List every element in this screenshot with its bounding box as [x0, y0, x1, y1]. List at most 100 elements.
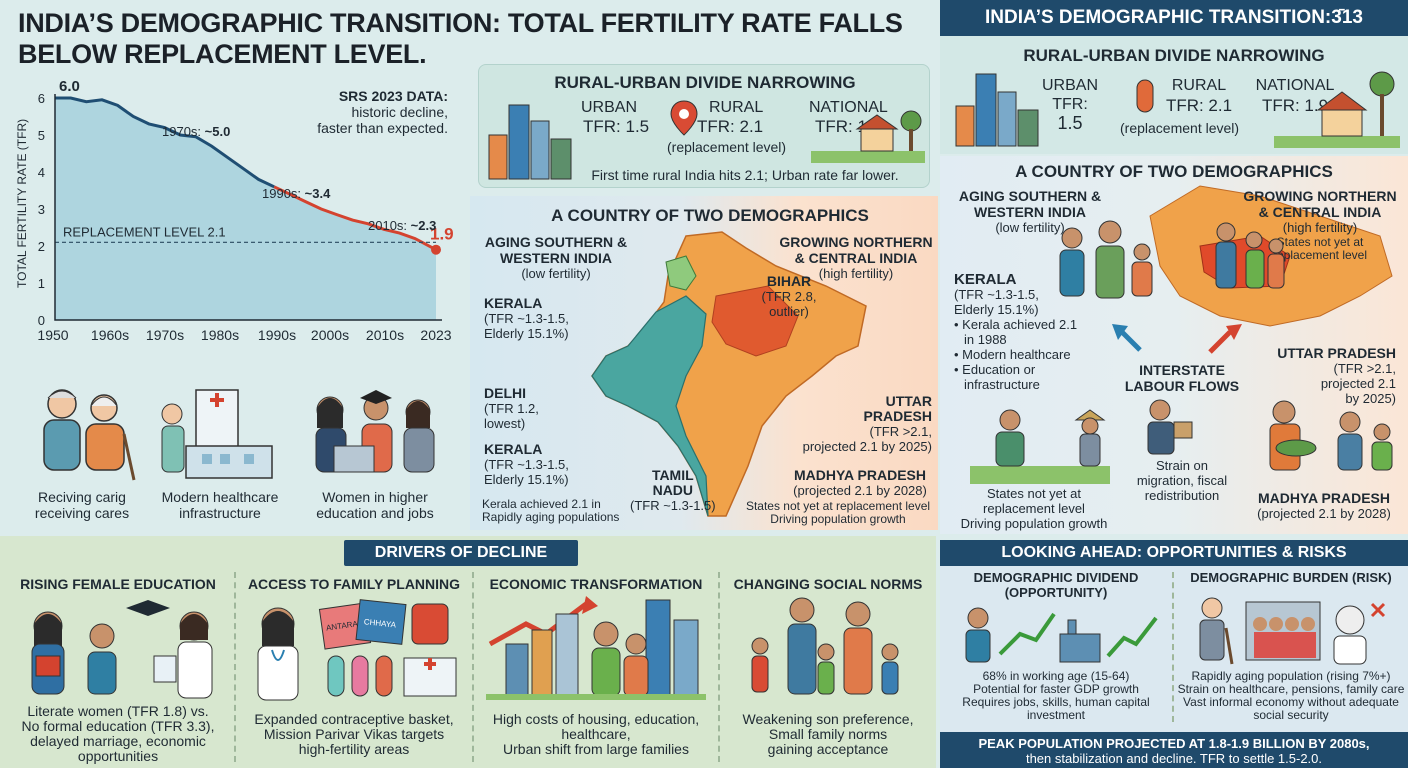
ru-title: RURAL-URBAN DIVIDE NARROWING: [554, 73, 856, 92]
state-name: UTTAR: [885, 393, 932, 409]
north-title-line: & CENTRAL INDIA: [1258, 204, 1382, 220]
note-line: Driving population growth: [960, 516, 1108, 531]
state-detail: (projected 2.1 by 2028): [793, 483, 927, 498]
dividend-line: Potential for faster GDP growth: [973, 682, 1139, 696]
drivers-section: RISING FEMALE EDUCATION Literate women (…: [0, 536, 936, 768]
tfr-line-early: [55, 96, 275, 189]
urban-tfr: TFR: 1.5: [583, 117, 650, 136]
worker-icon: [1147, 399, 1193, 455]
state-detail: lowest): [484, 416, 526, 431]
y-tick-label: 0: [38, 313, 45, 328]
women-education-icon: [315, 390, 435, 473]
national-label: NATIONAL: [809, 99, 888, 116]
south-title-line: AGING SOUTHERN &: [484, 234, 628, 250]
state-name: DELHI: [484, 385, 526, 401]
caption-line: Modern healthcare: [161, 489, 279, 505]
right-south-title: AGING SOUTHERN & WESTERN INDIA (low fert…: [950, 188, 1110, 236]
right-rural: RURAL TFR: 2.1: [1124, 76, 1244, 116]
rural-label: RURAL: [709, 99, 764, 116]
right-up: UTTAR PRADESH (TFR >2.1, projected 2.1 b…: [1277, 346, 1397, 407]
peak-banner: PEAK POPULATION PROJECTED AT 1.8-1.9 BIL…: [940, 732, 1408, 768]
tfr-line-late: [273, 185, 437, 252]
education-icon: [31, 600, 213, 699]
bullet: • Modern healthcare: [954, 347, 1071, 362]
flow-arrows-icon: [1112, 324, 1242, 354]
note-line: States not yet at replacement level: [745, 499, 931, 513]
td-title: A COUNTRY OF TWO DEMOGRAPHICS: [551, 206, 869, 225]
north-title-line: GROWING NORTHERN: [779, 234, 933, 250]
replacement-label: REPLACEMENT LEVEL 2.1: [63, 224, 226, 239]
state-name: TAMIL: [651, 467, 694, 483]
south-title-line: WESTERN INDIA: [974, 204, 1086, 220]
driver-line: Literate women (TFR 1.8) vs.: [27, 703, 209, 719]
village-house-icon: [1274, 71, 1400, 148]
north-note: States not yet at: [1276, 235, 1364, 249]
x-tick-label: 1950: [37, 327, 68, 343]
state-name: UTTAR PRADESH: [1277, 345, 1396, 361]
bullet: • Kerala achieved 2.1: [954, 317, 1078, 332]
driver-text-social-norms: Weakening son preference, Small family n…: [720, 712, 936, 757]
driver-line: Small family norms: [768, 726, 888, 742]
urban-tfr: TFR:: [1052, 96, 1088, 113]
driver-title-family-planning: ACCESS TO FAMILY PLANNING: [247, 576, 461, 592]
right-rural-note: (replacement level): [1120, 120, 1240, 136]
state-detail: (TFR 2.8,: [761, 289, 817, 304]
start-value-label: 6.0: [59, 78, 80, 95]
peak-line2: then stabilization and decline. TFR to s…: [1025, 751, 1323, 766]
y-tick-label: 4: [38, 165, 45, 180]
caption-line: Women in higher: [322, 489, 428, 505]
up-label: UTTAR PRADESH (TFR >2.1, projected 2.1 b…: [802, 393, 932, 455]
kerala-label-2: KERALA (TFR ~1.3-1.5, Elderly 15.1%): [484, 442, 569, 488]
state-detail: (TFR >2.1,: [1333, 361, 1397, 376]
state-name: PRADESH: [863, 408, 932, 424]
srs-note: SRS 2023 DATA: historic decline, faster …: [258, 88, 448, 136]
location-pin-icon: [670, 100, 698, 136]
rural-tfr: TFR: 2.1: [1165, 96, 1233, 115]
burden-title: DEMOGRAPHIC BURDEN (RISK): [1190, 570, 1392, 585]
x-tick-label: 2023: [420, 327, 451, 343]
state-detail: projected 2.1 by 2025): [802, 439, 932, 454]
state-detail: (TFR ~1.3-1.5,: [954, 287, 1039, 302]
note-line: redistribution: [1144, 488, 1220, 503]
right-urban: URBAN TFR: 1.5: [1038, 76, 1102, 133]
driver-line: High costs of housing, education,: [492, 711, 700, 727]
x-tick-label: 2000s: [311, 327, 349, 343]
driver-line: healthcare,: [561, 726, 631, 742]
bullet: • Education or: [954, 362, 1036, 377]
driver-text-economic: High costs of housing, education, health…: [474, 712, 718, 757]
dividend-title: DEMOGRAPHIC DIVIDEND (OPPORTUNITY): [940, 570, 1172, 600]
labour-line: INTERSTATE: [1139, 362, 1225, 378]
national-label: NATIONAL: [1255, 77, 1335, 94]
delhi-label: DELHI (TFR 1.2, lowest): [484, 385, 539, 432]
note-line: migration, fiscal: [1136, 473, 1228, 488]
icon-card-women: Women in higher education and jobs: [300, 384, 450, 521]
right-two-demographics-panel: A COUNTRY OF TWO DEMOGRAPHICS AGING SOUT…: [940, 156, 1408, 534]
dividend-line: Requires jobs, skills, human capital: [962, 695, 1150, 709]
looking-ahead-header: LOOKING AHEAD: OPPORTUNITIES & RISKS: [940, 540, 1408, 566]
driver-line: opportunities: [77, 748, 159, 764]
y-tick-label: 2: [38, 239, 45, 254]
y-tick-label: 3: [38, 202, 45, 217]
x-tick-label: 2010s: [366, 327, 404, 343]
dividend-title-line: (OPPORTUNITY): [1004, 585, 1108, 600]
driver-title-education: RISING FEMALE EDUCATION: [20, 576, 216, 592]
state-name: MADHYA PRADESH: [1258, 490, 1390, 506]
mp-label: MADHYA PRADESH (projected 2.1 by 2028): [784, 468, 936, 499]
note-line: Driving population growth: [770, 512, 906, 526]
north-title-line: & CENTRAL INDIA: [794, 250, 918, 266]
fertility-chart: 0 1 2 3 4 5 6 1950 1960s 1970s 1980s 1990s 2000s 2010…: [15, 78, 454, 343]
state-detail: outlier): [769, 304, 809, 319]
north-title-line: GROWING NORTHERN: [1243, 188, 1397, 204]
right-header: INDIA’S DEMOGRAPHIC TRANSITION:3̄13: [940, 0, 1408, 36]
two-demographics-panel: A COUNTRY OF TWO DEMOGRAPHICS AGING SOUT…: [470, 196, 938, 530]
north-sub: (high fertility): [1282, 220, 1358, 235]
divider: [1172, 572, 1174, 722]
driver-title-social-norms: CHANGING SOCIAL NORMS: [733, 576, 923, 592]
dividend-text: 68% in working age (15-64) Potential for…: [940, 670, 1172, 722]
right-rural-urban-panel: RURAL-URBAN DIVIDE NARROWING URBAN TFR: …: [940, 36, 1408, 154]
burden-text: Rapidly aging population (rising 7%+) St…: [1174, 670, 1408, 722]
south-title-line: WESTERN INDIA: [500, 250, 612, 266]
driver-line: Mission Parivar Vikas targets: [263, 726, 445, 742]
icon-caption-hospital: Modern healthcare infrastructure: [150, 489, 290, 521]
driver-line: Urban shift from large families: [503, 741, 689, 757]
